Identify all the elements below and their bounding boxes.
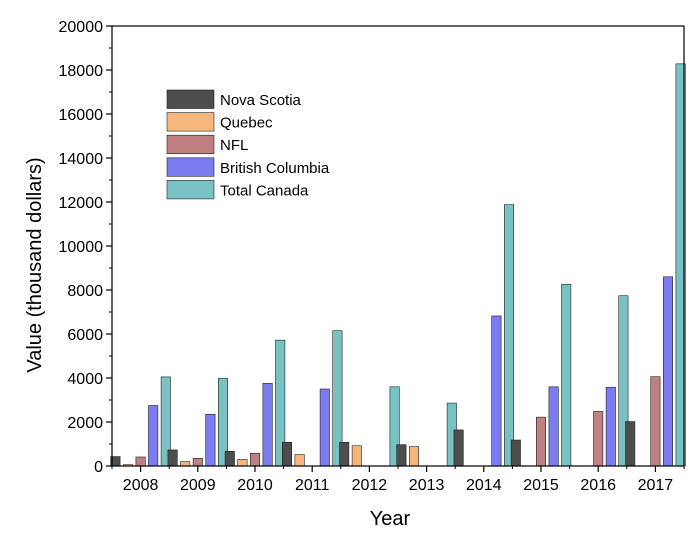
x-tick-label: 2017 xyxy=(638,477,674,494)
y-axis-title: Value (thousand dollars) xyxy=(24,157,46,372)
bar-nfl-2010 xyxy=(250,452,261,467)
y-tick-label: 20000 xyxy=(59,19,104,36)
legend-label-nova-scotia: Nova Scotia xyxy=(220,92,302,109)
bar-nfl-2009 xyxy=(192,457,203,467)
y-tick-label: 12000 xyxy=(59,195,104,212)
legend-swatch-quebec xyxy=(166,112,215,132)
bar-total-canada-2015 xyxy=(561,283,572,467)
bar-nova-scotia-2015 xyxy=(510,439,521,467)
bar-nfl-2017 xyxy=(650,376,661,467)
legend-swatch-british-columbia xyxy=(166,157,215,177)
bar-nfl-2008 xyxy=(135,456,146,467)
bars-group xyxy=(110,63,686,467)
legend-swatch-nfl xyxy=(166,134,215,154)
y-tick-label: 8000 xyxy=(67,283,103,300)
bar-british-columbia-2015 xyxy=(548,386,559,467)
bar-british-columbia-2014 xyxy=(491,315,502,467)
bar-nova-scotia-2017 xyxy=(625,421,636,467)
legend-label-quebec: Quebec xyxy=(220,115,273,132)
legend-swatch-nova-scotia xyxy=(166,89,215,109)
y-tick-label: 16000 xyxy=(59,107,104,124)
bar-british-columbia-2008 xyxy=(148,405,159,467)
bar-nova-scotia-2011 xyxy=(281,441,292,467)
x-tick-label: 2014 xyxy=(466,477,502,494)
x-tick-label: 2010 xyxy=(237,477,273,494)
y-tick-label: 0 xyxy=(94,459,103,476)
x-tick-label: 2015 xyxy=(523,477,559,494)
bar-nova-scotia-2010 xyxy=(224,450,235,467)
bar-quebec-2009 xyxy=(180,461,191,467)
legend-swatch-total-canada xyxy=(166,180,215,200)
x-tick-label: 2009 xyxy=(180,477,216,494)
legend-label-british-columbia: British Columbia xyxy=(220,160,330,177)
bar-nfl-2015 xyxy=(535,416,546,467)
bar-nova-scotia-2009 xyxy=(167,449,178,467)
bar-nova-scotia-2014 xyxy=(453,429,464,467)
legend: Nova Scotia Quebec NFL British Columbia Tota… xyxy=(163,87,361,204)
y-tick-label: 10000 xyxy=(59,239,104,256)
bar-quebec-2010 xyxy=(237,459,248,467)
bar-british-columbia-2009 xyxy=(205,413,216,467)
bar-nova-scotia-2012 xyxy=(339,441,350,467)
bar-total-canada-2014 xyxy=(503,204,514,467)
bar-quebec-2011 xyxy=(294,454,305,467)
y-tick-label: 6000 xyxy=(67,327,103,344)
bar-nova-scotia-2013 xyxy=(396,444,407,467)
legend-label-nfl: NFL xyxy=(220,137,248,154)
bar-nfl-2016 xyxy=(593,411,604,467)
x-tick-label: 2016 xyxy=(580,477,616,494)
y-tick-label: 14000 xyxy=(59,151,104,168)
y-tick-label: 4000 xyxy=(67,371,103,388)
x-axis-title: Year xyxy=(370,508,411,530)
x-tick-label: 2012 xyxy=(352,477,388,494)
bar-quebec-2013 xyxy=(408,446,419,467)
bar-quebec-2012 xyxy=(351,445,362,467)
bar-british-columbia-2016 xyxy=(605,386,616,467)
y-tick-label: 2000 xyxy=(67,415,103,432)
legend-label-total-canada: Total Canada xyxy=(220,182,309,199)
x-tick-label: 2011 xyxy=(295,477,330,494)
x-tick-label: 2008 xyxy=(123,477,159,494)
bar-british-columbia-2010 xyxy=(262,382,273,467)
axes-group: 0 2000 4000 6000 8000 10000 12000 14000 16000 180… xyxy=(59,19,685,494)
y-tick-label: 18000 xyxy=(59,63,104,80)
bar-british-columbia-2017 xyxy=(662,276,673,467)
bar-british-columbia-2011 xyxy=(319,388,330,467)
x-tick-label: 2013 xyxy=(409,477,445,494)
